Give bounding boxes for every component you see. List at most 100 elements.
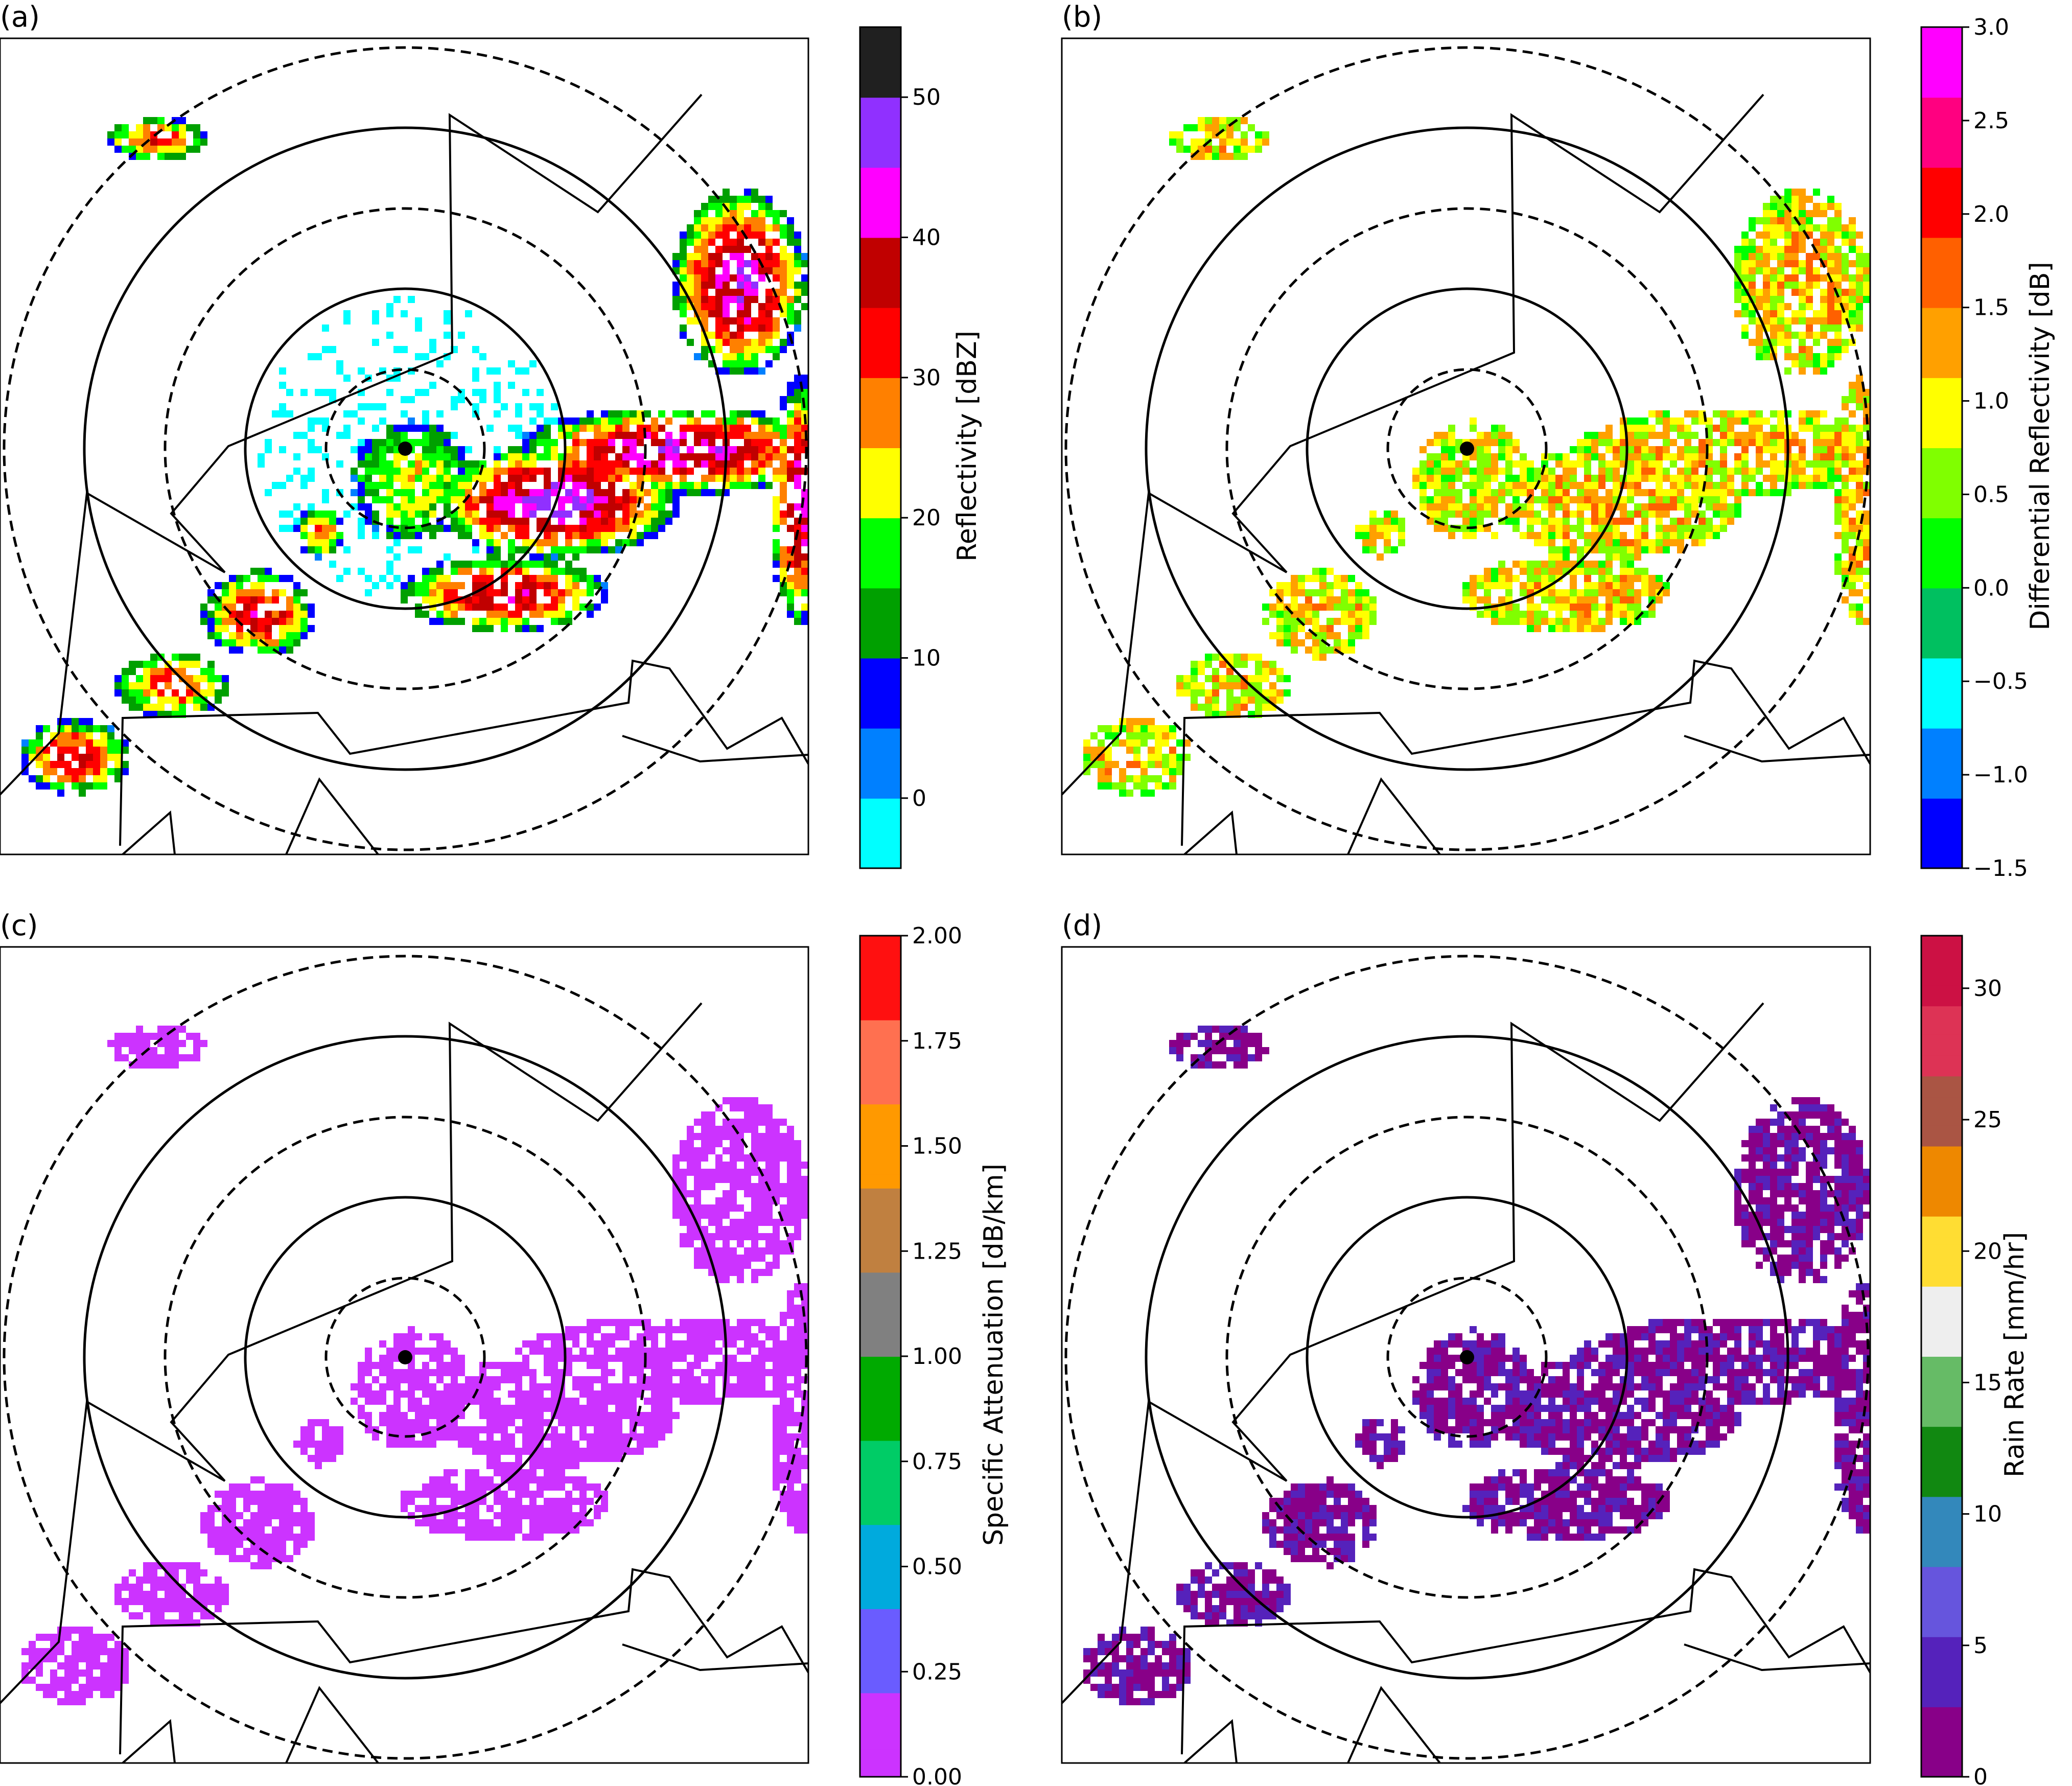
echo-cell [537,1405,544,1412]
echo-cell [1326,625,1334,632]
echo-cell [1799,203,1806,210]
echo-cell [1498,582,1505,589]
echo-cell [444,439,451,446]
echo-cell [1684,475,1691,482]
echo-cell [1799,460,1806,468]
echo-cell [422,389,429,396]
echo-cell [765,432,773,439]
echo-cell [1863,260,1870,267]
echo-cell [801,1197,808,1204]
echo-cell [587,439,594,446]
echo-cell [422,1369,429,1376]
echo-cell [193,146,200,153]
echo-cell [1856,253,1863,260]
echo-cell [537,1383,544,1390]
echo-cell [1484,582,1491,589]
echo-cell [758,1154,765,1162]
echo-cell [243,632,250,639]
echo-cell [794,417,801,425]
echo-cell [286,646,293,654]
echo-cell [114,1047,122,1054]
echo-cell [1834,353,1842,360]
echo-cell [429,1405,436,1412]
echo-cell [1777,475,1784,482]
echo-cell [658,460,665,468]
echo-cell [694,253,701,260]
echo-cell [730,317,737,324]
echo-cell [1369,511,1377,518]
echo-cell [787,1297,794,1305]
echo-cell [365,575,372,582]
echo-cell [1284,639,1291,646]
echo-cell [1770,303,1777,310]
echo-cell [1527,611,1534,618]
echo-cell [1684,460,1691,468]
colorbar-segment [1921,279,1962,287]
echo-cell [93,761,100,768]
echo-cell [622,1405,630,1412]
echo-cell [1698,525,1706,532]
echo-cell [494,396,501,403]
echo-cell [1770,475,1777,482]
echo-cell [415,511,422,518]
echo-cell [21,747,29,754]
echo-cell [415,1383,422,1390]
echo-cell [1670,475,1677,482]
echo-cell [1555,460,1563,468]
echo-cell [451,518,458,525]
echo-cell [1591,446,1598,453]
echo-cell [415,582,422,589]
echo-cell [744,1219,751,1226]
echo-cell [393,553,401,561]
range-ring-solid [1306,287,1628,610]
echo-cell [193,124,200,131]
echo-cell [1684,511,1691,518]
colorbar-segment [1921,812,1962,820]
echo-cell [465,1376,472,1383]
echo-cell [1448,453,1455,460]
echo-cell [687,260,694,267]
echo-cell [787,596,794,604]
echo-cell [393,439,401,446]
echo-cell [436,489,444,496]
echo-cell [1520,589,1527,596]
colorbar-segment [1921,742,1962,750]
echo-cell [1098,739,1105,747]
echo-cell [215,689,222,697]
colorbar-segment [1921,41,1962,49]
echo-cell [794,475,801,482]
echo-cell [308,511,315,518]
echo-cell [93,782,100,790]
echo-cell [229,575,236,582]
echo-cell [723,339,730,346]
echo-cell [1627,618,1634,625]
echo-cell [1827,324,1834,332]
echo-cell [1276,675,1284,682]
echo-cell [1849,296,1856,303]
echo-cell [1312,625,1319,632]
echo-cell [1241,682,1248,689]
echo-cell [1856,460,1863,468]
echo-cell [1842,231,1849,239]
echo-cell [472,1383,479,1390]
echo-cell [787,1233,794,1240]
echo-cell [680,310,687,317]
echo-cell [415,389,422,396]
echo-cell [1791,282,1799,289]
echo-cell [587,1326,594,1333]
echo-cell [794,317,801,324]
echo-cell [601,1383,608,1390]
echo-cell [587,425,594,432]
echo-cell [1098,768,1105,775]
echo-cell [544,482,551,489]
echo-cell [1756,425,1763,432]
echo-cell [537,604,544,611]
echo-cell [1656,489,1663,496]
echo-cell [408,1405,415,1412]
echo-cell [379,1390,386,1398]
echo-cell [207,618,215,625]
echo-cell [608,532,615,539]
echo-cell [1505,511,1512,518]
echo-cell [594,1319,601,1326]
echo-cell [751,1204,758,1212]
